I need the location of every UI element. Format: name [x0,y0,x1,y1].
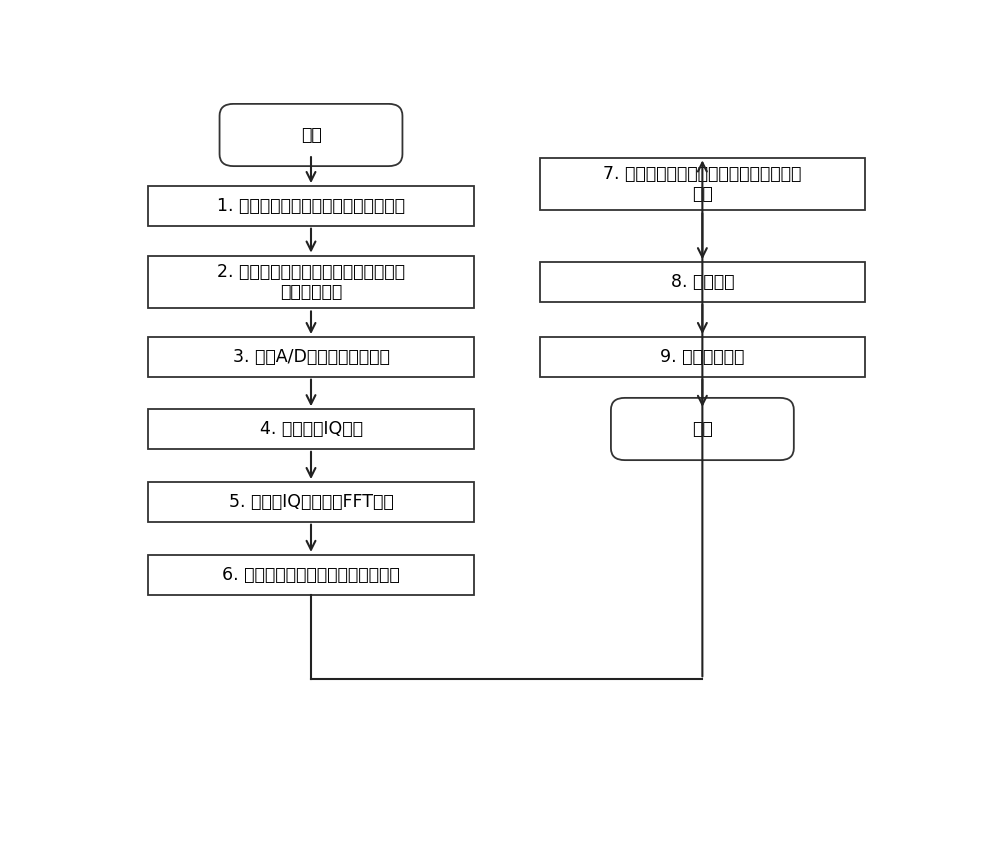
FancyBboxPatch shape [220,104,402,166]
Text: 5. 对采样IQ数据进行FFT计算: 5. 对采样IQ数据进行FFT计算 [229,493,393,511]
Text: 结束: 结束 [692,420,713,438]
Text: 6. 取出每条物理信道的频域带宽数据: 6. 取出每条物理信道的频域带宽数据 [222,566,400,584]
Text: 开始: 开始 [301,126,321,144]
Text: 1. 确定模拟射频的中心频率和接收带宽: 1. 确定模拟射频的中心频率和接收带宽 [217,197,405,215]
Text: 7. 从频域确定物理信道上是否存在有效数
据帧: 7. 从频域确定物理信道上是否存在有效数 据帧 [603,164,802,203]
Bar [148,409,474,449]
Bar [148,186,474,225]
Bar [540,262,865,302]
Bar [148,482,474,522]
Bar [540,337,865,377]
Bar [540,157,865,211]
Text: 9. 解析帧数据体: 9. 解析帧数据体 [660,347,745,365]
Bar [148,337,474,377]
Text: 3. 确定A/D采样器的采样频率: 3. 确定A/D采样器的采样频率 [233,347,389,365]
Text: 2. 设置射频中心频率和接收带宽，获得
模拟射频信号: 2. 设置射频中心频率和接收带宽，获得 模拟射频信号 [217,262,405,301]
FancyBboxPatch shape [611,398,794,460]
Text: 4. 获得数字IQ数据: 4. 获得数字IQ数据 [260,420,362,438]
Bar [148,555,474,594]
Text: 8. 解析帧头: 8. 解析帧头 [671,273,734,291]
Bar [148,255,474,309]
